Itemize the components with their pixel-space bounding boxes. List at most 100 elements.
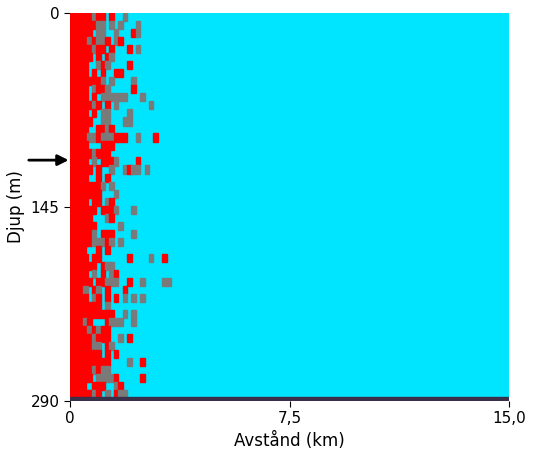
Bar [109, 238, 114, 246]
Bar [70, 93, 75, 101]
Bar [79, 334, 83, 342]
Bar [123, 117, 127, 126]
Bar [101, 125, 105, 133]
Bar [127, 254, 132, 262]
Bar [70, 53, 75, 61]
Bar [105, 158, 110, 165]
Bar [114, 158, 118, 165]
Bar [87, 29, 92, 37]
Bar [79, 197, 83, 206]
Bar [83, 53, 87, 61]
Bar [74, 37, 79, 45]
Bar [74, 366, 79, 374]
Bar [70, 21, 75, 29]
Bar [92, 286, 96, 294]
Bar [74, 125, 79, 133]
Bar [70, 125, 75, 133]
Bar [92, 366, 96, 374]
Bar [162, 254, 167, 262]
Bar [118, 69, 123, 77]
Bar [109, 374, 114, 383]
Bar [96, 374, 101, 383]
Bar [92, 342, 96, 351]
Y-axis label: Djup (m): Djup (m) [7, 170, 25, 244]
Bar [74, 133, 79, 142]
Bar [101, 310, 105, 318]
Bar [79, 158, 83, 165]
Bar [79, 141, 83, 149]
Bar [79, 190, 83, 198]
Bar [79, 246, 83, 254]
Bar [87, 206, 92, 214]
Bar [114, 93, 118, 101]
Bar [109, 278, 114, 286]
Bar [87, 334, 92, 342]
Bar [118, 334, 123, 342]
Bar [70, 342, 75, 351]
Bar [105, 133, 110, 142]
Bar [83, 117, 87, 126]
Bar [87, 77, 92, 85]
Bar [83, 222, 87, 230]
Bar [105, 294, 110, 302]
Bar [79, 101, 83, 109]
Bar [92, 390, 96, 399]
Bar [79, 399, 83, 407]
Bar [83, 278, 87, 286]
Bar [105, 374, 110, 383]
Bar [87, 45, 92, 53]
Bar [101, 85, 105, 93]
Bar [105, 197, 110, 206]
Bar [96, 238, 101, 246]
Bar [83, 214, 87, 222]
Bar [70, 133, 75, 142]
Bar [74, 350, 79, 358]
Bar [70, 69, 75, 77]
Bar [74, 85, 79, 93]
Bar [74, 13, 79, 21]
Bar [70, 254, 75, 262]
Bar [70, 246, 75, 254]
Bar [74, 390, 79, 399]
Bar [101, 37, 105, 45]
Bar [79, 181, 83, 190]
Bar [92, 350, 96, 358]
Bar [83, 13, 87, 21]
Bar [87, 262, 92, 270]
Bar [132, 294, 136, 302]
Bar [83, 350, 87, 358]
Bar [74, 109, 79, 117]
Bar [92, 101, 96, 109]
Bar [70, 117, 75, 126]
Bar [87, 342, 92, 351]
Bar [96, 399, 101, 407]
Bar [74, 382, 79, 390]
Bar [87, 310, 92, 318]
Bar [140, 374, 144, 383]
Bar [118, 222, 123, 230]
Bar [79, 310, 83, 318]
Bar [105, 326, 110, 334]
Bar [70, 318, 75, 326]
Bar [92, 399, 96, 407]
Bar [101, 117, 105, 126]
Bar [87, 117, 92, 126]
Bar [101, 61, 105, 69]
Bar [132, 85, 136, 93]
Bar [83, 310, 87, 318]
Bar [74, 190, 79, 198]
Bar [105, 262, 110, 270]
Bar [96, 382, 101, 390]
Bar [105, 85, 110, 93]
Bar [114, 69, 118, 77]
Bar [105, 342, 110, 351]
Bar [105, 93, 110, 101]
Bar [96, 77, 101, 85]
Bar [70, 270, 75, 278]
Bar [105, 61, 110, 69]
Bar [118, 399, 123, 407]
Bar [132, 165, 136, 174]
Bar [96, 125, 101, 133]
Bar [74, 158, 79, 165]
Bar [105, 286, 110, 294]
